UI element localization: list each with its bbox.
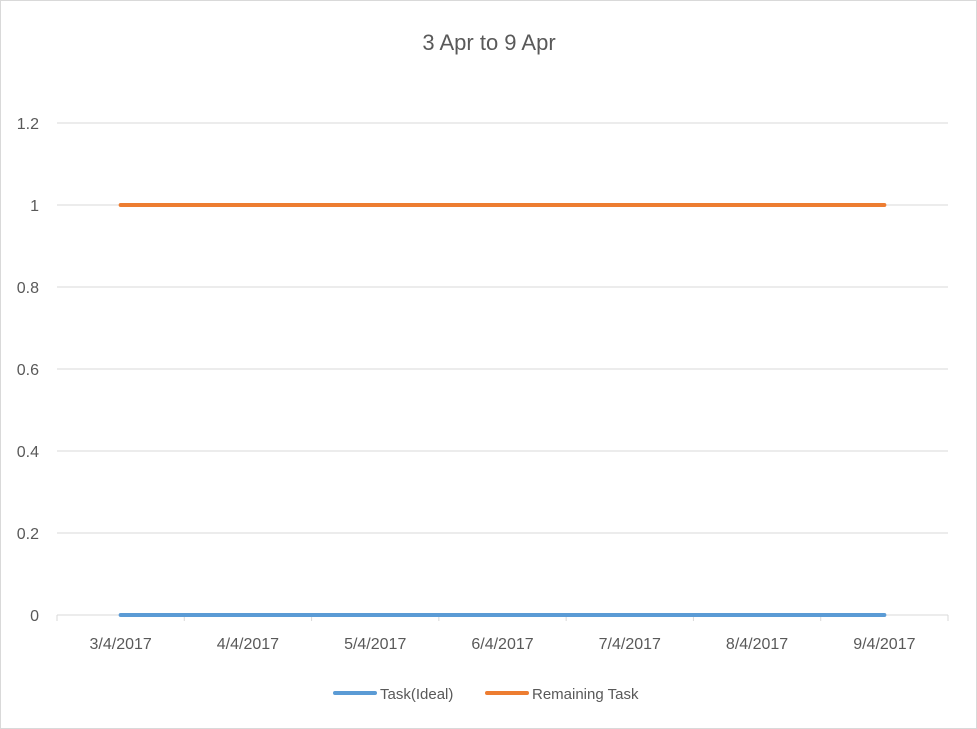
y-tick-label: 1.2: [17, 116, 39, 133]
x-tick-label: 8/4/2017: [726, 636, 788, 653]
x-tick-label: 6/4/2017: [471, 636, 533, 653]
y-tick-label: 1: [30, 198, 39, 215]
legend-label: Remaining Task: [532, 686, 639, 703]
y-tick-label: 0.4: [17, 444, 39, 461]
y-axis-ticks: 0 0.2 0.4 0.6 0.8 1 1.2: [17, 116, 39, 625]
x-tick-label: 7/4/2017: [599, 636, 661, 653]
series-layer: [118, 203, 887, 617]
x-tick-label: 5/4/2017: [344, 636, 406, 653]
chart-title: 3 Apr to 9 Apr: [422, 30, 555, 55]
x-tick-label: 9/4/2017: [853, 636, 915, 653]
y-tick-label: 0: [30, 608, 39, 625]
legend: Task(Ideal) Remaining Task: [333, 686, 639, 703]
y-tick-label: 0.8: [17, 280, 39, 297]
x-tick-label: 4/4/2017: [217, 636, 279, 653]
x-axis: 3/4/2017 4/4/2017 5/4/2017 6/4/2017 7/4/2017…: [56, 614, 949, 653]
gridlines: [57, 122, 948, 534]
x-tick-label: 3/4/2017: [90, 636, 152, 653]
y-tick-label: 0.2: [17, 526, 39, 543]
legend-label: Task(Ideal): [380, 686, 453, 703]
y-tick-label: 0.6: [17, 362, 39, 379]
